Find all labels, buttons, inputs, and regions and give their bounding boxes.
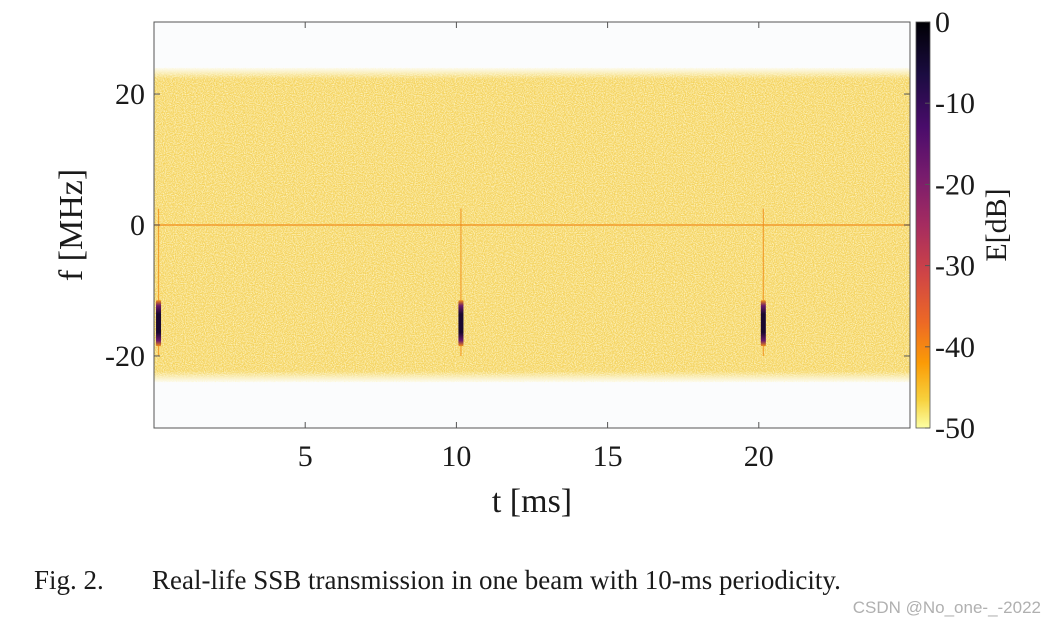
colorbar-label: E[dB] bbox=[980, 188, 1013, 261]
x-tick-layer: 5 10 15 20 bbox=[298, 22, 774, 473]
colorbar-tick-label: 0 bbox=[935, 6, 950, 39]
colorbar-tick-label: -30 bbox=[935, 250, 975, 283]
x-tick-label: 15 bbox=[593, 440, 623, 473]
x-axis-label: t [ms] bbox=[492, 483, 572, 520]
colorbar-tick-label: -20 bbox=[935, 168, 975, 201]
x-tick-label: 20 bbox=[744, 440, 774, 473]
x-tick-label: 10 bbox=[441, 440, 471, 473]
y-axis-label: f [MHz] bbox=[53, 169, 90, 281]
y-tick-layer: 20 0 -20 bbox=[105, 78, 910, 373]
colorbar-tick-layer: 0 -10 -20 -30 -40 -50 bbox=[925, 6, 975, 445]
colorbar-tick-label: -10 bbox=[935, 87, 975, 120]
ssb-burst-layer bbox=[156, 208, 766, 356]
watermark: CSDN @No_one-_-2022 bbox=[852, 598, 1041, 617]
colorbar-tick-label: -40 bbox=[935, 331, 975, 364]
x-tick-label: 5 bbox=[298, 440, 313, 473]
ssb-burst bbox=[156, 300, 162, 347]
spectrogram-chart: 5 10 15 20 20 0 -20 t [ms] f [MHz] 0 -10 -20 -30… bbox=[53, 6, 1013, 520]
y-tick-label: 0 bbox=[130, 209, 145, 242]
colorbar-tick-label: -50 bbox=[935, 412, 975, 445]
y-tick-label: -20 bbox=[105, 340, 145, 373]
figure-caption: Fig. 2. Real-life SSB transmission in one… bbox=[34, 565, 841, 596]
caption-text: Real-life SSB transmission in one beam w… bbox=[152, 565, 841, 595]
ssb-burst bbox=[458, 300, 464, 347]
ssb-burst bbox=[760, 300, 766, 347]
y-tick-label: 20 bbox=[115, 78, 145, 111]
figure-label: Fig. 2. bbox=[34, 565, 104, 595]
colorbar bbox=[915, 21, 931, 429]
